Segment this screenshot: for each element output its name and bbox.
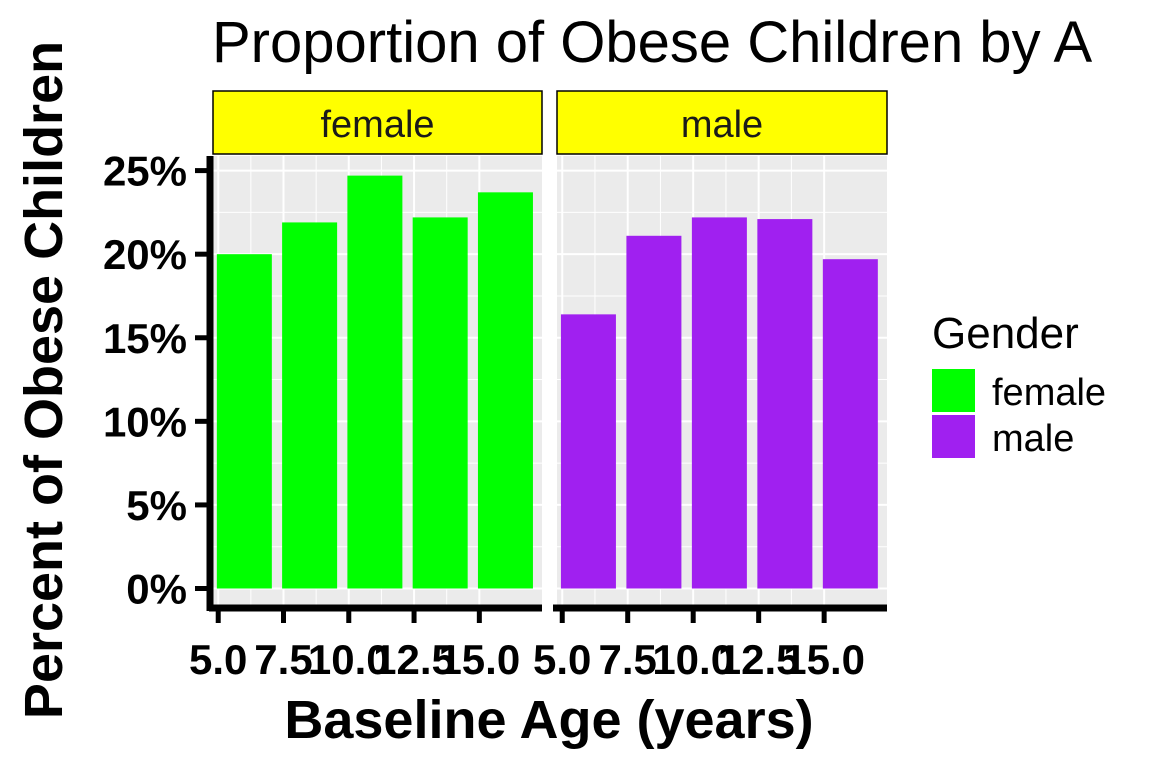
y-tick-label: 5% <box>126 482 187 529</box>
strip-label-male: male <box>681 104 763 146</box>
bar-male-1 <box>626 235 682 589</box>
x-tick-label: 15.0 <box>438 636 520 683</box>
y-tick-label: 10% <box>103 398 187 445</box>
x-tick-label: 5.0 <box>533 636 591 683</box>
x-tick-label: 10.0 <box>308 636 390 683</box>
x-tick-label: 12.5 <box>373 636 455 683</box>
y-tick-label: 25% <box>103 148 187 195</box>
x-axis-title: Baseline Age (years) <box>284 690 813 750</box>
bar-female-2 <box>347 175 403 589</box>
bar-female-3 <box>412 217 468 589</box>
bar-female-0 <box>216 254 272 589</box>
y-tick-label: 0% <box>126 566 187 613</box>
bar-male-0 <box>560 314 616 589</box>
strip-female <box>212 90 543 155</box>
bar-female-1 <box>282 222 338 589</box>
chart-title: Proportion of Obese Children by A <box>212 10 1092 75</box>
legend-label-female: female <box>992 372 1106 414</box>
strip-male <box>556 90 888 155</box>
bar-male-3 <box>757 219 813 589</box>
x-tick-label: 15.0 <box>783 636 865 683</box>
y-tick-label: 15% <box>103 315 187 362</box>
x-tick-label: 7.5 <box>254 636 312 683</box>
facet-male: male 5.0 7.510.012.515.0 <box>533 90 888 683</box>
y-axis-title: Percent of Obese Children <box>14 41 74 719</box>
x-tick-label: 12.5 <box>718 636 800 683</box>
x-tick-label: 7.5 <box>599 636 657 683</box>
legend-label-male: male <box>992 418 1074 460</box>
legend-key-male <box>932 415 975 458</box>
bar-female-4 <box>477 192 533 589</box>
y-axis: 0% 5% 10% 15% 20% 25% <box>103 148 214 613</box>
x-tick-label: 5.0 <box>189 636 247 683</box>
facet-female: female 5.0 7.510.012.515.0 <box>189 90 543 683</box>
bar-male-4 <box>822 259 878 589</box>
bar-male-2 <box>691 217 747 589</box>
x-tick-label: 10.0 <box>652 636 734 683</box>
strip-label-female: female <box>320 104 434 146</box>
legend-title: Gender <box>932 309 1079 358</box>
legend-key-female <box>932 369 975 412</box>
y-tick-label: 20% <box>103 231 187 278</box>
